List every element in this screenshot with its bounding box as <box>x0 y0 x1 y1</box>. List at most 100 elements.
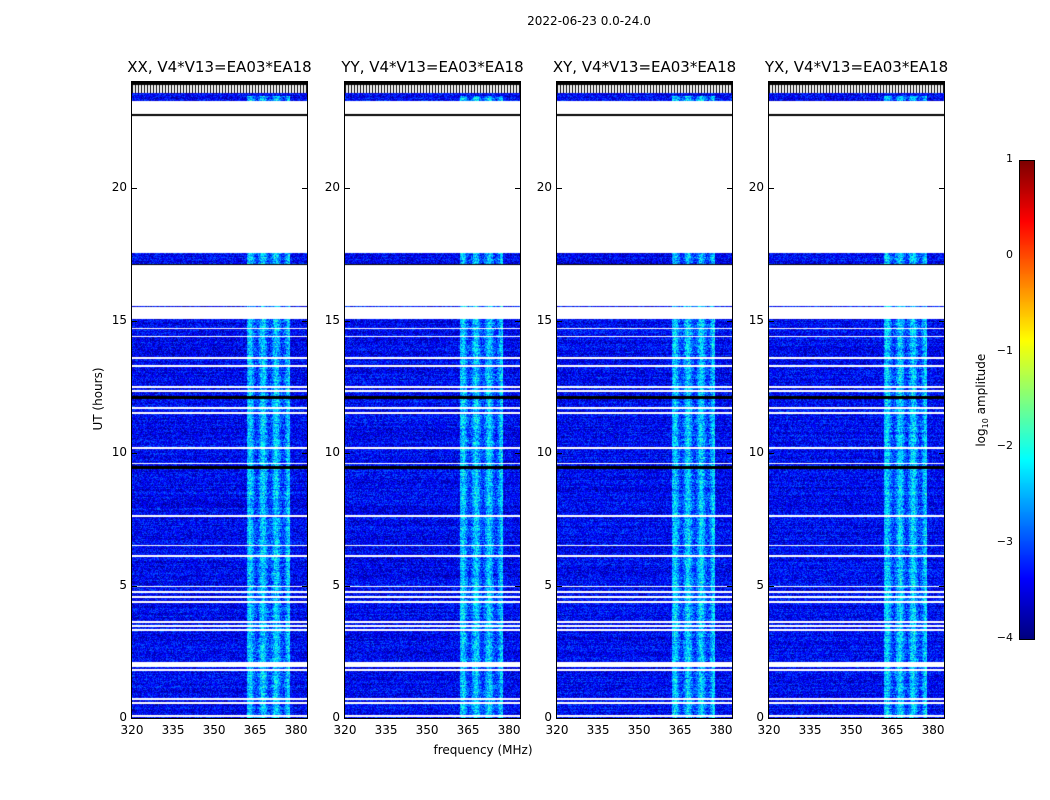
x-tick-label: 335 <box>161 723 185 737</box>
y-tick-mark <box>727 320 732 322</box>
x-tick-label: 320 <box>545 723 569 737</box>
y-tick-label: 5 <box>119 577 127 592</box>
y-tick-mark <box>769 188 774 189</box>
y-tick-mark <box>345 585 350 587</box>
waterfall-heatmap <box>132 82 307 718</box>
y-tick-label: 5 <box>756 577 764 592</box>
x-tick-label: 335 <box>798 723 822 737</box>
waterfall-heatmap <box>557 82 732 718</box>
x-tick-label: 350 <box>202 723 226 737</box>
y-tick-mark <box>769 453 774 454</box>
y-tick-mark <box>345 718 350 719</box>
y-tick-mark <box>132 320 137 322</box>
y-tick-label: 20 <box>748 180 764 194</box>
y-tick-mark <box>302 320 307 322</box>
panel-title: YY, V4*V13=EA03*EA18 <box>341 58 524 76</box>
y-tick-mark <box>557 453 562 454</box>
y-tick-label: 15 <box>111 312 127 327</box>
y-tick-mark <box>132 188 137 189</box>
colorbar-tick-label: 1 <box>1006 152 1013 165</box>
x-tick-label: 365 <box>456 723 480 737</box>
y-tick-mark <box>515 320 520 322</box>
y-tick-label: 10 <box>324 445 340 459</box>
y-tick-mark <box>557 320 562 322</box>
y-tick-label: 20 <box>324 180 340 194</box>
y-tick-mark <box>302 585 307 587</box>
y-tick-mark <box>939 188 944 189</box>
y-tick-mark <box>345 453 350 454</box>
panel-title: YX, V4*V13=EA03*EA18 <box>764 58 949 76</box>
waterfall-panel <box>344 81 521 719</box>
y-tick-mark <box>727 718 732 719</box>
y-tick-label: 20 <box>536 180 552 194</box>
y-tick-label: 5 <box>544 577 552 592</box>
y-tick-mark <box>769 585 774 587</box>
y-tick-mark <box>727 188 732 189</box>
y-tick-label: 0 <box>756 710 764 724</box>
y-tick-mark <box>132 453 137 454</box>
x-axis-label: frequency (MHz) <box>433 743 533 757</box>
y-tick-mark <box>345 320 350 322</box>
waterfall-heatmap <box>345 82 520 718</box>
y-tick-mark <box>132 585 137 587</box>
waterfall-panel <box>556 81 733 719</box>
y-tick-mark <box>727 453 732 454</box>
y-tick-mark <box>939 453 944 454</box>
panel-title: XX, V4*V13=EA03*EA18 <box>127 58 312 76</box>
waterfall-panel <box>768 81 945 719</box>
y-tick-mark <box>769 718 774 719</box>
colorbar-tick-label: −1 <box>996 343 1013 357</box>
waterfall-panel <box>131 81 308 719</box>
y-tick-label: 10 <box>536 445 552 459</box>
x-tick-label: 365 <box>880 723 904 737</box>
y-tick-label: 10 <box>111 445 127 459</box>
y-tick-mark <box>939 718 944 719</box>
y-tick-mark <box>302 718 307 719</box>
x-tick-label: 380 <box>497 723 521 737</box>
x-tick-label: 350 <box>839 723 863 737</box>
y-tick-label: 5 <box>332 577 340 592</box>
x-tick-label: 350 <box>627 723 651 737</box>
x-tick-label: 380 <box>709 723 733 737</box>
x-tick-label: 365 <box>668 723 692 737</box>
colorbar-tick-label: 0 <box>1006 247 1013 261</box>
y-tick-label: 15 <box>748 312 764 327</box>
y-tick-mark <box>939 585 944 587</box>
panel-title: XY, V4*V13=EA03*EA18 <box>552 58 737 76</box>
y-tick-mark <box>345 188 350 189</box>
x-tick-label: 380 <box>284 723 308 737</box>
y-tick-mark <box>515 585 520 587</box>
y-tick-mark <box>515 453 520 454</box>
x-tick-label: 335 <box>374 723 398 737</box>
y-tick-label: 15 <box>536 312 552 327</box>
y-tick-mark <box>557 585 562 587</box>
y-tick-label: 20 <box>111 180 127 194</box>
colorbar-tick-label: −3 <box>996 535 1013 549</box>
y-tick-label: 15 <box>324 312 340 327</box>
y-tick-label: 0 <box>119 710 127 724</box>
colorbar-tick-label: −4 <box>996 631 1013 644</box>
x-tick-label: 350 <box>415 723 439 737</box>
y-tick-mark <box>557 718 562 719</box>
x-tick-label: 380 <box>921 723 945 737</box>
waterfall-heatmap <box>769 82 944 718</box>
y-tick-label: 0 <box>332 710 340 724</box>
y-axis-label: UT (hours) <box>91 367 105 431</box>
y-tick-mark <box>769 320 774 322</box>
colorbar <box>1019 160 1035 640</box>
y-tick-mark <box>302 188 307 189</box>
y-tick-mark <box>515 188 520 189</box>
y-tick-mark <box>132 718 137 719</box>
x-tick-label: 320 <box>757 723 781 737</box>
y-tick-mark <box>302 453 307 454</box>
y-tick-mark <box>557 188 562 189</box>
y-tick-mark <box>515 718 520 719</box>
y-tick-label: 0 <box>544 710 552 724</box>
colorbar-tick-label: −2 <box>996 439 1013 453</box>
figure-title: 2022-06-23 0.0-24.0 <box>527 14 651 28</box>
x-tick-label: 320 <box>333 723 357 737</box>
y-tick-mark <box>727 585 732 587</box>
y-tick-mark <box>939 320 944 322</box>
y-tick-label: 10 <box>748 445 764 459</box>
x-tick-label: 320 <box>120 723 144 737</box>
